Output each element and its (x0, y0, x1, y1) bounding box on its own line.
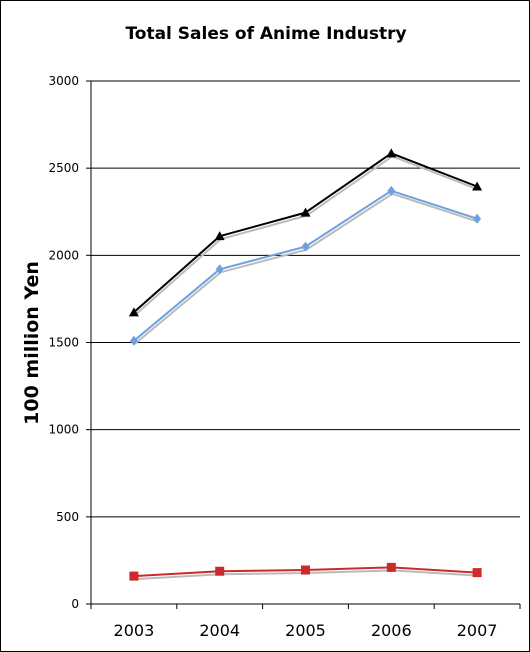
data-point (386, 148, 397, 158)
y-tick-label: 2000 (48, 248, 79, 262)
data-point (128, 307, 139, 317)
data-point (386, 562, 396, 572)
chart-title: Total Sales of Anime Industry (125, 24, 406, 44)
series-1 (128, 148, 483, 317)
data-point (387, 185, 396, 196)
y-axis-label: 100 million Yen (21, 261, 43, 425)
data-point (301, 565, 310, 575)
y-tick-label: 1000 (48, 423, 79, 437)
data-point (129, 335, 138, 346)
y-tick-label: 0 (71, 597, 79, 611)
series-2 (129, 185, 482, 346)
y-tick-label: 3000 (48, 74, 79, 88)
x-tick-label: 2007 (457, 621, 498, 640)
axes (86, 80, 521, 609)
series-3 (129, 562, 482, 581)
x-tick-label: 2006 (371, 621, 412, 640)
data-point (472, 568, 482, 578)
series-shadow (134, 155, 479, 317)
x-tick-label: 2004 (199, 621, 240, 640)
data-point (215, 566, 225, 576)
gridlines (91, 80, 520, 518)
series-line (133, 152, 478, 314)
series-layer (128, 148, 483, 581)
data-point (473, 213, 482, 224)
y-tick-labels: 0 500 1000 1500 2000 2500 3000 (48, 74, 79, 611)
y-tick-label: 500 (56, 510, 79, 524)
x-tick-label: 2005 (285, 621, 326, 640)
x-tick-labels: 2003 2004 2005 2006 2007 (114, 621, 498, 640)
x-tick-label: 2003 (114, 621, 155, 640)
data-point (129, 571, 139, 581)
data-point (300, 207, 311, 217)
y-tick-label: 1500 (48, 336, 79, 350)
data-point (301, 241, 310, 252)
y-tick-label: 2500 (48, 161, 79, 175)
data-point (214, 231, 225, 241)
data-point (472, 181, 483, 191)
data-point (215, 264, 224, 275)
